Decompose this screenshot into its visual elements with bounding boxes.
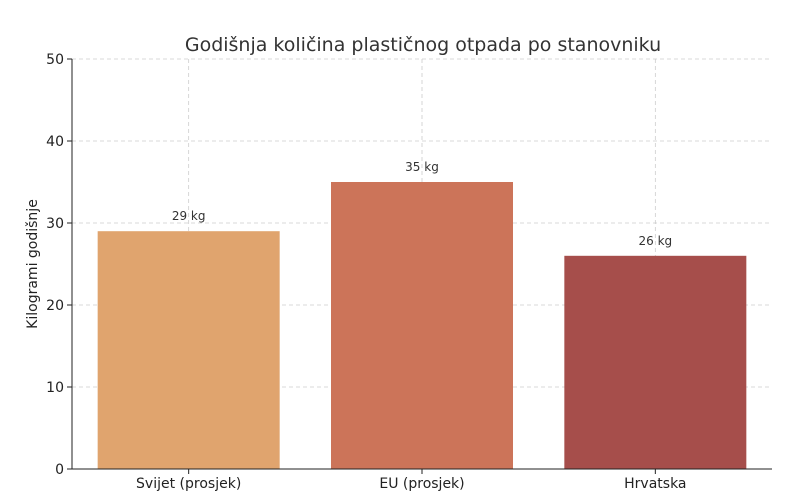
bar-2 xyxy=(564,255,747,469)
y-tick-label: 10 xyxy=(46,380,64,396)
bar-value-label: 26 kg xyxy=(639,234,673,248)
x-tick-label: Hrvatska xyxy=(624,476,686,492)
bars xyxy=(97,182,747,469)
x-tick-label: EU (prosjek) xyxy=(379,476,464,492)
y-axis-label: Kilogrami godišnje xyxy=(25,199,41,329)
labels: 0 10 20 30 40 50 29 kg Svijet (prosjek) 35 kg EU … xyxy=(46,52,686,492)
y-tick-label: 50 xyxy=(46,52,64,68)
axes xyxy=(67,58,772,474)
bar-value-label: 29 kg xyxy=(172,209,206,223)
bar-value-label: 35 kg xyxy=(405,160,439,174)
bar-1 xyxy=(331,182,513,469)
chart-title: Godišnja količina plastičnog otpada po s… xyxy=(185,34,661,56)
y-tick-label: 40 xyxy=(46,134,64,150)
y-tick-label: 30 xyxy=(46,216,64,232)
y-tick-label: 0 xyxy=(55,462,64,478)
bar-0 xyxy=(97,231,280,469)
x-tick-label: Svijet (prosjek) xyxy=(136,476,241,492)
y-tick-label: 20 xyxy=(46,298,64,314)
